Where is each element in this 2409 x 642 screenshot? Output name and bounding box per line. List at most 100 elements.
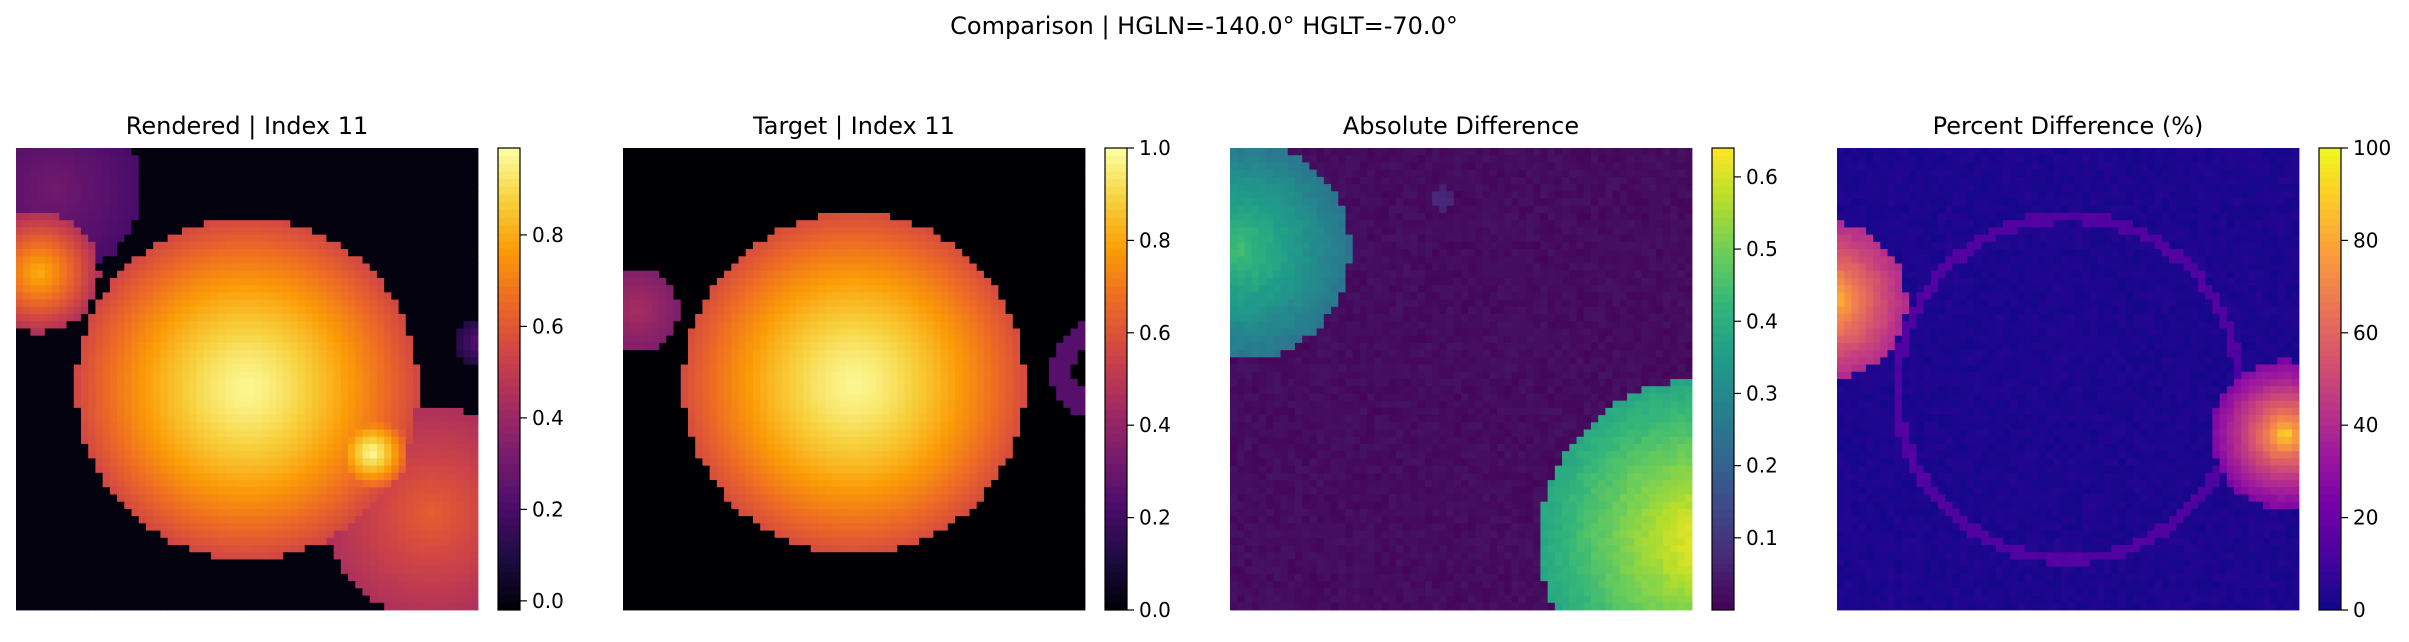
heatmap-cell	[355, 559, 363, 567]
heatmap-cell	[298, 473, 306, 481]
heatmap-cell	[124, 603, 132, 611]
heatmap-cell	[218, 458, 226, 466]
heatmap-cell	[254, 531, 262, 539]
heatmap-cell	[391, 292, 399, 300]
heatmap-cell	[760, 227, 768, 235]
heatmap-cell	[645, 227, 653, 235]
heatmap-cell	[81, 552, 89, 560]
heatmap-cell	[897, 213, 905, 221]
heatmap-cell	[290, 321, 298, 329]
heatmap-cell	[153, 155, 161, 163]
heatmap-cell	[449, 451, 457, 459]
heatmap-cell	[204, 415, 212, 423]
heatmap-cell	[160, 386, 168, 394]
heatmap-cell	[319, 408, 327, 416]
heatmap-cell	[117, 155, 125, 163]
heatmap-cell	[298, 487, 306, 495]
heatmap-cell	[254, 495, 262, 503]
heatmap-cell	[645, 148, 653, 156]
heatmap-cell	[30, 271, 38, 279]
heatmap-cell	[52, 170, 60, 178]
heatmap-cell	[334, 502, 342, 510]
heatmap-cell	[298, 365, 306, 373]
heatmap-cell	[88, 437, 96, 445]
heatmap-cell	[991, 162, 999, 170]
heatmap-cell	[413, 495, 421, 503]
heatmap-cell	[247, 148, 255, 156]
heatmap-cell	[298, 285, 306, 293]
heatmap-cell	[355, 574, 363, 582]
heatmap-cell	[312, 242, 320, 250]
heatmap-cell	[88, 191, 96, 199]
heatmap-cell	[456, 365, 464, 373]
heatmap-cell	[38, 199, 46, 207]
heatmap-cell	[449, 401, 457, 409]
heatmap-cell	[38, 321, 46, 329]
heatmap-cell	[630, 227, 638, 235]
heatmap-cell	[103, 285, 111, 293]
heatmap-cell	[196, 235, 204, 243]
heatmap-cell	[225, 422, 233, 430]
heatmap-cell	[218, 162, 226, 170]
heatmap-cell	[948, 155, 956, 163]
heatmap-cell	[218, 408, 226, 416]
heatmap-cell	[391, 596, 399, 604]
heatmap-cell	[955, 184, 963, 192]
heatmap-cell	[710, 227, 718, 235]
heatmap-cell	[818, 206, 826, 214]
heatmap-cell	[420, 552, 428, 560]
heatmap-cell	[110, 336, 118, 344]
heatmap-cell	[384, 314, 392, 322]
heatmap-cell	[319, 444, 327, 452]
heatmap-cell	[471, 184, 479, 192]
heatmap-cell	[240, 249, 248, 257]
heatmap-cell	[420, 581, 428, 589]
heatmap-cell	[399, 170, 407, 178]
heatmap-cell	[139, 444, 147, 452]
heatmap-cell	[305, 444, 313, 452]
heatmap-cell	[30, 177, 38, 185]
heatmap-cell	[168, 531, 176, 539]
heatmap-cell	[225, 567, 233, 575]
heatmap-cell	[868, 162, 876, 170]
heatmap-cell	[189, 184, 197, 192]
heatmap-cell	[789, 177, 797, 185]
heatmap-cell	[139, 422, 147, 430]
heatmap-cell	[746, 213, 754, 221]
heatmap-cell	[652, 177, 660, 185]
heatmap-cell	[406, 278, 414, 286]
heatmap-cell	[991, 235, 999, 243]
heatmap-cell	[471, 162, 479, 170]
heatmap-cell	[59, 559, 67, 567]
heatmap-cell	[81, 155, 89, 163]
heatmap-cell	[139, 603, 147, 611]
heatmap-cell	[233, 574, 241, 582]
heatmap-cell	[211, 314, 219, 322]
heatmap-cell	[710, 220, 718, 228]
heatmap-cell	[88, 552, 96, 560]
heatmap-cell	[363, 603, 371, 611]
heatmap-cell	[233, 386, 241, 394]
heatmap-cell	[413, 531, 421, 539]
heatmap-cell	[355, 437, 363, 445]
heatmap-cell	[652, 184, 660, 192]
heatmap-cell	[348, 372, 356, 380]
heatmap-cell	[825, 199, 833, 207]
heatmap-cell	[695, 184, 703, 192]
heatmap-cell	[139, 379, 147, 387]
heatmap-cell	[298, 552, 306, 560]
heatmap-cell	[110, 321, 118, 329]
heatmap-cell	[168, 401, 176, 409]
heatmap-cell	[464, 393, 472, 401]
heatmap-cell	[52, 292, 60, 300]
heatmap-cell	[305, 314, 313, 322]
heatmap-cell	[196, 437, 204, 445]
heatmap-cell	[406, 213, 414, 221]
heatmap-cell	[74, 170, 82, 178]
heatmap-cell	[175, 495, 183, 503]
heatmap-cell	[739, 213, 747, 221]
heatmap-cell	[38, 393, 46, 401]
heatmap-cell	[117, 473, 125, 481]
heatmap-cell	[305, 480, 313, 488]
heatmap-cell	[182, 379, 190, 387]
